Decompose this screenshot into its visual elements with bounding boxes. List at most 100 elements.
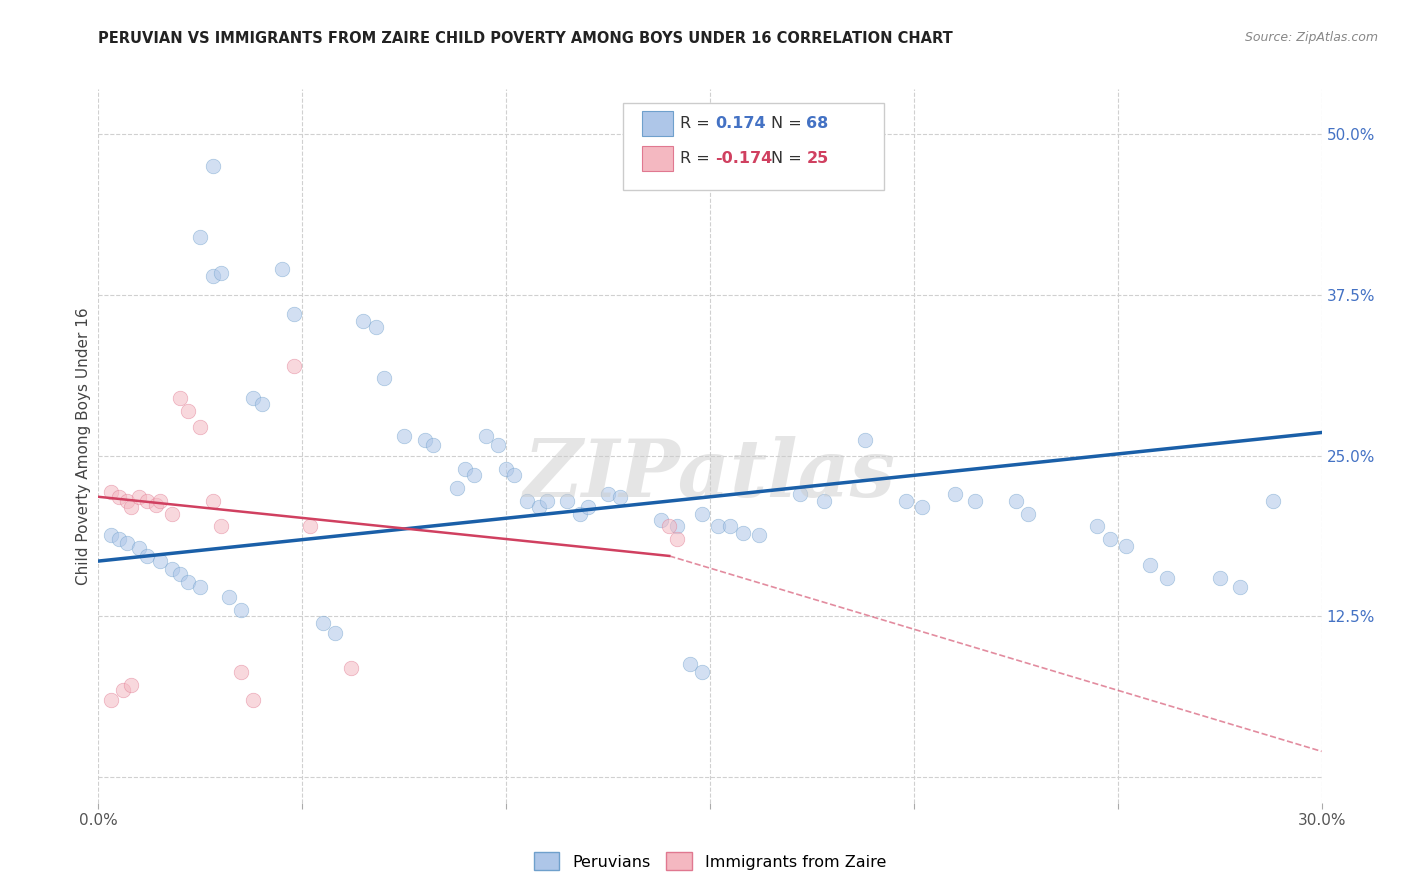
Text: R =: R =: [679, 116, 714, 130]
Point: [1017, 507, 1039, 521]
Point: [323, 626, 346, 640]
Text: Source: ZipAtlas.com: Source: ZipAtlas.com: [1244, 31, 1378, 45]
Point: [160, 507, 183, 521]
Point: [312, 615, 335, 630]
Point: [422, 438, 444, 452]
Point: [136, 549, 159, 563]
Point: [373, 371, 395, 385]
Point: [690, 507, 713, 521]
Point: [177, 574, 200, 589]
Point: [965, 493, 987, 508]
Point: [486, 438, 509, 452]
Point: [658, 519, 681, 533]
Point: [1085, 519, 1108, 533]
Text: 25: 25: [806, 152, 828, 166]
Point: [283, 307, 305, 321]
Point: [108, 533, 131, 547]
Text: PERUVIAN VS IMMIGRANTS FROM ZAIRE CHILD POVERTY AMONG BOYS UNDER 16 CORRELATION : PERUVIAN VS IMMIGRANTS FROM ZAIRE CHILD …: [98, 31, 953, 46]
Point: [145, 498, 167, 512]
Point: [209, 519, 232, 533]
Point: [201, 493, 224, 508]
Text: -0.174: -0.174: [714, 152, 772, 166]
Point: [609, 490, 631, 504]
Point: [598, 487, 620, 501]
Point: [413, 434, 436, 448]
Point: [201, 268, 224, 283]
Point: [177, 403, 200, 417]
Point: [516, 493, 538, 508]
Point: [1229, 580, 1251, 594]
Point: [392, 429, 416, 443]
Point: [188, 420, 212, 434]
Point: [340, 661, 363, 675]
Y-axis label: Child Poverty Among Boys Under 16: Child Poverty Among Boys Under 16: [76, 307, 91, 585]
Point: [283, 359, 305, 373]
Point: [748, 528, 770, 542]
Point: [209, 266, 232, 280]
Text: N =: N =: [770, 152, 807, 166]
Point: [943, 487, 966, 501]
Point: [100, 693, 122, 707]
Point: [364, 320, 387, 334]
Point: [576, 500, 599, 514]
Point: [463, 467, 485, 482]
Point: [536, 493, 558, 508]
Point: [352, 313, 374, 327]
Point: [149, 493, 172, 508]
Point: [250, 397, 273, 411]
Point: [115, 493, 138, 508]
Point: [813, 493, 835, 508]
Point: [1098, 533, 1121, 547]
Point: [149, 554, 172, 568]
Point: [169, 566, 191, 581]
Point: [111, 682, 134, 697]
Text: R =: R =: [679, 152, 714, 166]
Point: [495, 461, 517, 475]
Text: 68: 68: [806, 116, 828, 130]
Point: [1004, 493, 1026, 508]
Point: [128, 490, 150, 504]
Point: [242, 391, 264, 405]
Point: [1115, 539, 1137, 553]
Point: [650, 513, 672, 527]
Point: [446, 481, 468, 495]
Point: [503, 467, 526, 482]
Point: [115, 536, 138, 550]
Point: [690, 665, 713, 679]
Point: [108, 490, 131, 504]
Point: [1209, 571, 1232, 585]
Text: 0.174: 0.174: [714, 116, 765, 130]
Point: [242, 693, 264, 707]
Point: [789, 487, 811, 501]
Point: [731, 525, 754, 540]
Point: [527, 500, 550, 514]
Point: [853, 434, 876, 448]
Point: [454, 461, 477, 475]
Point: [231, 603, 253, 617]
Point: [100, 484, 122, 499]
Point: [128, 541, 150, 556]
Point: [270, 262, 294, 277]
Point: [169, 391, 191, 405]
Point: [100, 528, 122, 542]
Point: [201, 159, 224, 173]
Point: [160, 562, 183, 576]
Point: [188, 580, 212, 594]
Point: [707, 519, 730, 533]
Point: [568, 507, 591, 521]
Point: [188, 230, 212, 244]
Point: [666, 533, 689, 547]
Point: [120, 500, 142, 514]
Point: [894, 493, 917, 508]
Point: [666, 519, 689, 533]
Point: [911, 500, 934, 514]
Point: [218, 590, 240, 604]
Point: [299, 519, 322, 533]
Point: [231, 665, 253, 679]
Point: [1156, 571, 1178, 585]
Point: [557, 493, 579, 508]
Text: N =: N =: [770, 116, 807, 130]
Point: [120, 677, 142, 691]
Point: [474, 429, 498, 443]
Point: [679, 657, 702, 671]
